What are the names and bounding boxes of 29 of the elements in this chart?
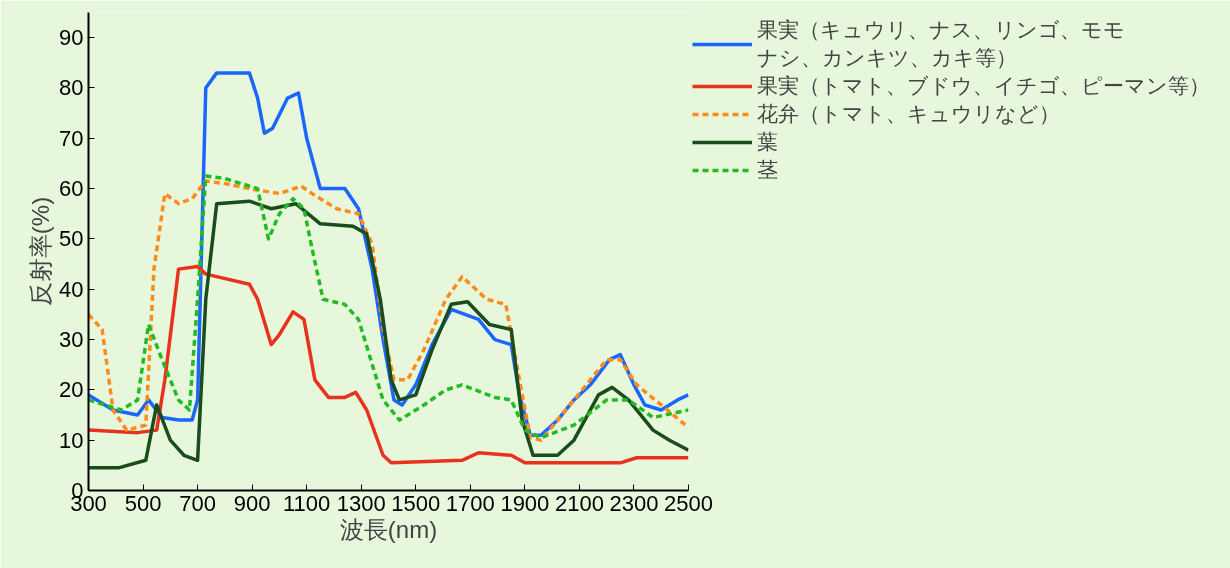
line-series <box>88 264 689 465</box>
x-tick-label: 2500 <box>664 490 713 516</box>
x-tick-label: 1100 <box>283 490 331 516</box>
x-tick-label: 2300 <box>609 490 659 516</box>
y-tick-label: 40 <box>59 276 84 302</box>
legend-label: 果実（キュウリ、ナス、リンゴ、モモナシ、カンキツ、カキ等） <box>757 17 1125 71</box>
y-tick-label: 10 <box>59 427 84 453</box>
x-tick-label: 500 <box>124 490 162 516</box>
x-tick-label: 1300 <box>336 490 386 516</box>
y-axis-title: 反射率(%) <box>27 196 55 307</box>
y-tick-label: 60 <box>59 176 84 202</box>
y-tick-label: 70 <box>59 125 84 151</box>
legend-label: 果実（トマト、ブドウ、イチゴ、ピーマン等） <box>757 73 1210 99</box>
line-series <box>88 199 689 470</box>
x-tick-label: 1700 <box>445 490 495 516</box>
y-tick-label: 50 <box>59 226 84 252</box>
legend-label: 茎 <box>757 157 778 183</box>
x-axis-title: 波長(nm) <box>339 515 438 543</box>
x-tick-label: 900 <box>233 490 271 516</box>
x-tick-label: 700 <box>179 490 216 516</box>
legend-label: 花弁（トマト、キュウリなど） <box>757 101 1060 127</box>
y-tick-label: 20 <box>59 377 84 403</box>
x-tick-label: 1900 <box>500 490 550 516</box>
legend-label: 葉 <box>757 129 778 155</box>
y-tick-label: 30 <box>59 327 84 353</box>
x-tick-label: 1500 <box>391 490 441 516</box>
y-tick-label: 80 <box>59 75 84 101</box>
x-tick-label: 2100 <box>554 490 604 516</box>
y-tick-label: 90 <box>59 25 84 51</box>
